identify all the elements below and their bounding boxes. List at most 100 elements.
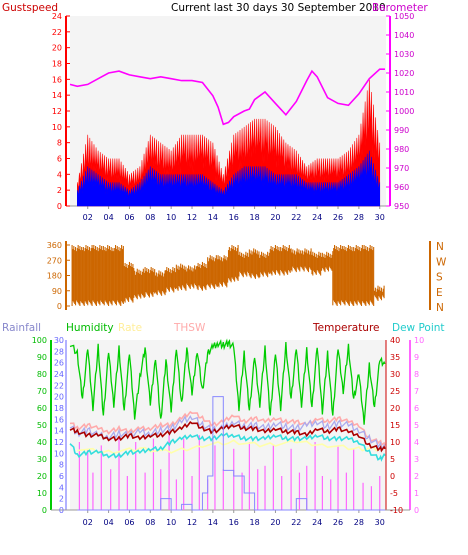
temperature-tick-label: -10 bbox=[390, 506, 403, 515]
baro-tick-label: 960 bbox=[394, 183, 409, 192]
humidity-tick-label: 80 bbox=[37, 370, 47, 379]
baro-tick-label: 1030 bbox=[394, 50, 414, 59]
panel-temp-humidity: Rainfall Humidity Rate THSW Temperature … bbox=[2, 322, 445, 527]
rainfall-tick-label: 14 bbox=[54, 427, 64, 436]
x-tick-label: 16 bbox=[229, 518, 239, 527]
barometer-label: Barometer bbox=[372, 2, 428, 14]
dir-tick-label: 90 bbox=[52, 287, 62, 296]
gust-area-series bbox=[77, 150, 381, 207]
rainfall-tick-label: 18 bbox=[54, 404, 64, 413]
rainfall-tick-label: 0 bbox=[59, 506, 64, 515]
gust-tick-label: 8 bbox=[57, 139, 62, 148]
x-ticks-1: 02 04 06 08 10 12 14 16 18 20 22 24 26 28 30 bbox=[83, 206, 385, 222]
rainfall-tick-label: 22 bbox=[54, 381, 64, 390]
wind-direction-layer bbox=[71, 245, 385, 306]
baro-tick-label: 1050 bbox=[394, 12, 414, 21]
x-tick-label: 06 bbox=[124, 213, 134, 222]
x-tick-label: 14 bbox=[208, 518, 218, 527]
gust-tick-label: 22 bbox=[52, 28, 62, 37]
rainfall-tick-label: 24 bbox=[54, 370, 64, 379]
x-tick-label: 18 bbox=[250, 518, 260, 527]
rate-tick-label: 6 bbox=[414, 404, 419, 413]
dewpoint-label: Dew Point bbox=[392, 322, 445, 334]
gust-tick-label: 2 bbox=[57, 186, 62, 195]
gust-tick-label: 18 bbox=[52, 60, 62, 69]
rate-tick-label: 0 bbox=[414, 506, 419, 515]
x-tick-label: 26 bbox=[333, 518, 343, 527]
x-tick-label: 12 bbox=[187, 213, 197, 222]
rainfall-tick-label: 10 bbox=[54, 449, 64, 458]
x-tick-label: 10 bbox=[166, 213, 176, 222]
gust-tick-label: 0 bbox=[57, 202, 62, 211]
compass-label: S bbox=[436, 272, 443, 284]
x-tick-label: 02 bbox=[83, 518, 93, 527]
x-tick-label: 30 bbox=[375, 518, 385, 527]
baro-tick-label: 1010 bbox=[394, 88, 414, 97]
temperature-tick-label: 20 bbox=[390, 404, 400, 413]
x-tick-label: 26 bbox=[333, 213, 343, 222]
rainfall-tick-label: 2 bbox=[59, 495, 64, 504]
x-ticks-3: 02 04 06 08 10 12 14 16 18 20 22 24 26 28 30 bbox=[83, 510, 385, 527]
dir-tick-label: 360 bbox=[47, 241, 62, 250]
humidity-tick-label: 90 bbox=[37, 353, 47, 362]
x-tick-label: 28 bbox=[354, 213, 364, 222]
gust-tick-label: 20 bbox=[52, 44, 62, 53]
rate-tick-label: 4 bbox=[414, 438, 419, 447]
rainfall-tick-label: 26 bbox=[54, 359, 64, 368]
temperature-tick-label: 0 bbox=[390, 472, 395, 481]
humidity-tick-label: 20 bbox=[37, 472, 47, 481]
x-tick-label: 10 bbox=[166, 518, 176, 527]
rainfall-tick-label: 28 bbox=[54, 347, 64, 356]
rate-label: Rate bbox=[118, 322, 142, 334]
x-tick-label: 30 bbox=[375, 213, 385, 222]
x-tick-label: 24 bbox=[312, 518, 322, 527]
rate-tick-label: 9 bbox=[414, 353, 419, 362]
x-tick-label: 28 bbox=[354, 518, 364, 527]
rainfall-tick-label: 12 bbox=[54, 438, 64, 447]
temperature-tick-label: 35 bbox=[390, 353, 400, 362]
x-tick-label: 02 bbox=[83, 213, 93, 222]
compass-label: E bbox=[436, 287, 443, 299]
barometer-line bbox=[69, 68, 385, 126]
compass-label: W bbox=[436, 256, 447, 268]
baro-tick-label: 1020 bbox=[394, 69, 414, 78]
baro-tick-label: 1000 bbox=[394, 107, 414, 116]
dir-tick-label: 180 bbox=[47, 272, 62, 281]
gust-tick-label: 14 bbox=[52, 91, 62, 100]
temperature-ticks: -10 -5 0 5 10 15 20 25 30 35 40 bbox=[390, 336, 403, 515]
humidity-tick-label: 100 bbox=[32, 336, 47, 345]
rate-tick-label: 2 bbox=[414, 472, 419, 481]
weather-series-layer bbox=[69, 338, 386, 511]
x-tick-label: 08 bbox=[145, 213, 155, 222]
rate-tick-label: 1 bbox=[414, 489, 419, 498]
weather-series-line bbox=[69, 421, 386, 453]
weather-series-line bbox=[69, 338, 386, 425]
gust-tick-label: 24 bbox=[52, 12, 62, 21]
gust-tick-label: 16 bbox=[52, 75, 62, 84]
dir-tick-label: 270 bbox=[47, 256, 62, 265]
x-tick-label: 20 bbox=[270, 518, 280, 527]
weather-series-line bbox=[77, 439, 381, 455]
thsw-label: THSW bbox=[173, 322, 206, 334]
humidity-tick-label: 50 bbox=[37, 421, 47, 430]
humidity-tick-label: 30 bbox=[37, 455, 47, 464]
temperature-label: Temperature bbox=[312, 322, 380, 334]
humidity-tick-label: 60 bbox=[37, 404, 47, 413]
rainfall-tick-label: 30 bbox=[54, 336, 64, 345]
x-tick-label: 22 bbox=[291, 213, 301, 222]
temperature-tick-label: 25 bbox=[390, 387, 400, 396]
rate-tick-label: 3 bbox=[414, 455, 419, 464]
x-tick-label: 04 bbox=[103, 518, 113, 527]
rate-tick-label: 5 bbox=[414, 421, 419, 430]
humidity-ticks: 0 10 20 30 40 50 60 70 80 90 100 bbox=[32, 336, 47, 515]
x-tick-label: 22 bbox=[291, 518, 301, 527]
x-tick-label: 08 bbox=[145, 518, 155, 527]
temperature-tick-label: 15 bbox=[390, 421, 400, 430]
rainfall-step-line bbox=[77, 396, 385, 511]
compass-label: N bbox=[436, 302, 444, 314]
temperature-tick-label: 30 bbox=[390, 370, 400, 379]
x-tick-label: 06 bbox=[124, 518, 134, 527]
